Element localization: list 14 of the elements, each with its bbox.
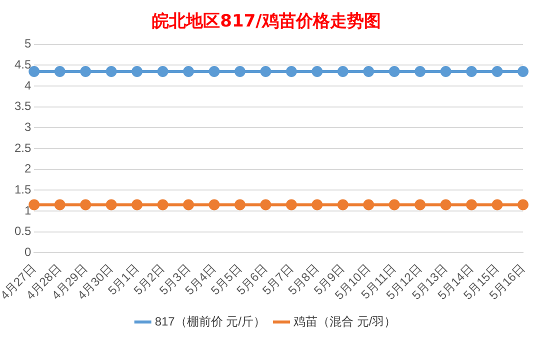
y-tick-label: 4: [24, 78, 32, 92]
y-tick-label: 1: [24, 203, 32, 218]
chart-title: 皖北地区817/鸡苗价格走势图: [152, 12, 381, 32]
y-tick-label: 1.5: [14, 182, 32, 197]
legend-label: 鸡苗（混合 元/羽）: [292, 314, 396, 328]
y-tick-label: 0.5: [14, 224, 32, 238]
legend-label: 817（棚前价 元/斤）: [154, 314, 266, 328]
y-tick-label: 2: [24, 162, 32, 176]
y-tick-label: 4.5: [14, 58, 32, 72]
y-tick-label: 0: [24, 245, 32, 259]
y-tick-label: 3: [24, 120, 32, 134]
y-tick-label: 2.5: [14, 140, 32, 155]
y-tick-label: 5: [24, 36, 32, 51]
y-tick-label: 3.5: [14, 99, 32, 114]
